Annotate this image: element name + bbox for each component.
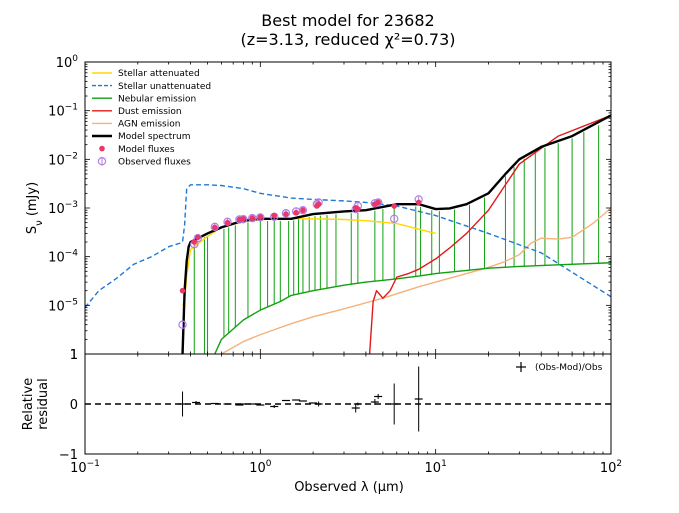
residual-y-tick-label-1: 0 <box>70 398 78 413</box>
y-tick-label-base: 10 <box>48 105 65 120</box>
x-tick-label-exp: −1 <box>87 459 100 469</box>
residual-legend-label: (Obs-Mod)/Obs <box>535 363 603 373</box>
residual-y-label-line1: Relative <box>21 378 36 430</box>
residual-y-tick-label-2: −1 <box>59 448 78 463</box>
x-tick-label-exp: 1 <box>441 459 447 469</box>
y-tick-label-base: 10 <box>48 251 65 266</box>
y-tick-label-3: 10−3 <box>48 200 78 217</box>
series-nebular-emission <box>214 262 611 354</box>
y-tick-label-5: 10−5 <box>48 297 78 314</box>
y-tick-label-exp: −1 <box>65 103 78 113</box>
legend-label-dust-emission: Dust emission <box>118 107 182 117</box>
x-tick-label-1: 100 <box>249 459 272 476</box>
model-flux-point-6 <box>240 216 247 222</box>
model-flux-point-7 <box>249 215 256 221</box>
main-plot-points <box>178 195 423 329</box>
x-tick-label-base: 10 <box>70 461 87 476</box>
chart-title: Best model for 23682 <box>261 11 434 30</box>
y-tick-label-base: 10 <box>48 202 65 217</box>
observed-flux-point-3 <box>210 222 220 232</box>
axes-ticks: 10−1 100 101 10210010−110−210−310−410−5110−… <box>48 54 622 476</box>
model-flux-point-16 <box>355 206 361 212</box>
model-flux-point-20 <box>415 199 422 206</box>
y-tick-label-2: 10−2 <box>48 151 78 168</box>
x-tick-label-base: 10 <box>249 461 266 476</box>
y-tick-label-1: 10−1 <box>48 103 78 120</box>
y-tick-label-base: 10 <box>56 56 73 71</box>
legend-label-model-spectrum: Model spectrum <box>118 132 190 142</box>
x-tick-label-exp: 2 <box>616 459 622 469</box>
y-tick-label-6: 1 <box>70 348 78 363</box>
model-flux-point-14 <box>315 201 322 207</box>
x-tick-label-3: 102 <box>600 459 622 476</box>
y-tick-label-exp: −2 <box>65 151 78 161</box>
y-tick-label-4: 10−4 <box>48 249 78 266</box>
main-plot-series <box>85 114 611 354</box>
series-dust-emission <box>368 114 611 354</box>
model-flux-point-18 <box>375 199 381 206</box>
y-tick-label-base: 10 <box>48 299 65 314</box>
legend-label-stellar-unattenuated: Stellar unattenuated <box>118 82 211 92</box>
model-flux-point-10 <box>283 211 289 217</box>
y-tick-label-base: 1 <box>70 348 78 363</box>
x-tick-label-base: 10 <box>600 461 617 476</box>
residual-legend: (Obs-Mod)/Obs <box>516 362 603 373</box>
legend-swatch-observed-fluxes <box>97 156 107 166</box>
observed-flux-point-12 <box>298 206 308 215</box>
model-flux-point-11 <box>293 209 299 216</box>
model-flux-point-1 <box>191 239 198 245</box>
model-flux-point-12 <box>300 207 306 214</box>
observed-flux-point-7 <box>248 213 257 223</box>
y-axis-label-sub: ν <box>34 220 45 226</box>
y-axis-label: Sν (mJy) <box>25 182 45 234</box>
model-flux-point-4 <box>224 219 231 226</box>
model-flux-point-19 <box>391 203 397 209</box>
series-model-spectrum <box>181 114 611 354</box>
legend-label-model-fluxes: Model fluxes <box>118 145 175 155</box>
model-flux-point-3 <box>212 224 218 231</box>
legend-label-agn-emission: AGN emission <box>118 120 180 130</box>
observed-flux-point-0 <box>178 320 187 329</box>
x-tick-label-exp: 0 <box>266 459 272 469</box>
y-tick-label-0: 100 <box>56 54 79 71</box>
y-tick-label-exp: −4 <box>65 249 79 259</box>
residual-plot-content <box>85 366 611 432</box>
y-tick-label-exp: −5 <box>65 297 78 307</box>
y-tick-label-exp: −3 <box>65 200 78 210</box>
residual-y-tick-label-0: 1 <box>70 348 78 363</box>
y-axis-label-unit: (mJy) <box>25 182 40 220</box>
observed-flux-point-19 <box>389 214 399 223</box>
legend-swatch-model-fluxes <box>99 145 105 152</box>
y-axis-label-main: S <box>25 226 40 234</box>
x-axis-label: Observed λ (μm) <box>294 480 404 495</box>
observed-flux-point-8 <box>256 213 265 222</box>
y-tick-label-exp: 0 <box>72 54 78 64</box>
model-flux-point-2 <box>195 234 201 241</box>
model-flux-point-0 <box>179 287 186 294</box>
legend-label-nebular-emission: Nebular emission <box>118 94 196 104</box>
y-tick-label-base: 10 <box>48 153 65 168</box>
chart-subtitle: (z=3.13, reduced χ²=0.73) <box>240 30 455 49</box>
legend-label-stellar-attenuated: Stellar attenuated <box>118 69 200 79</box>
series-stellar-unattenuated <box>85 184 611 309</box>
legend: Stellar attenuated Stellar unattenuated Ne… <box>92 69 211 167</box>
legend-label-observed-fluxes: Observed fluxes <box>118 157 191 167</box>
x-tick-label-2: 101 <box>425 459 447 476</box>
model-flux-point-8 <box>257 214 264 220</box>
x-tick-label-0: 10−1 <box>70 459 100 476</box>
residual-y-label-line2: residual <box>36 378 51 430</box>
x-tick-label-base: 10 <box>425 461 442 476</box>
main-plot-frame <box>84 61 612 355</box>
series-agn-emission <box>221 207 611 354</box>
model-flux-point-9 <box>271 212 278 219</box>
